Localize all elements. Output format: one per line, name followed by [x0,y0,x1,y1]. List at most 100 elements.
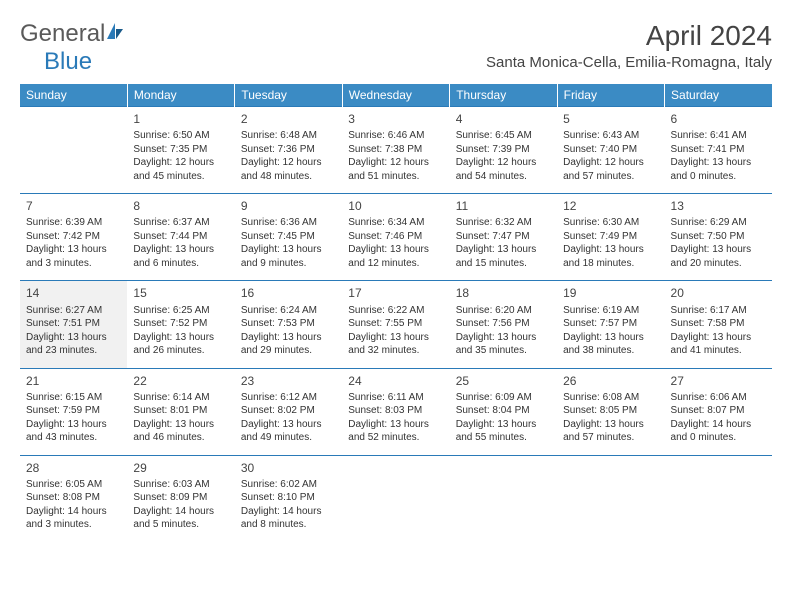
sunset-text: Sunset: 7:40 PM [563,143,658,157]
day-info: Sunrise: 6:03 AMSunset: 8:09 PMDaylight:… [133,478,228,532]
sunrise-text: Sunrise: 6:15 AM [26,391,121,405]
day-number: 22 [133,373,228,389]
day-header-row: SundayMondayTuesdayWednesdayThursdayFrid… [20,84,772,107]
sunrise-text: Sunrise: 6:20 AM [456,304,551,318]
daylight-text: Daylight: 13 hours and 32 minutes. [348,331,443,358]
sunrise-text: Sunrise: 6:25 AM [133,304,228,318]
day-cell [557,455,664,542]
daylight-text: Daylight: 13 hours and 12 minutes. [348,243,443,270]
daylight-text: Daylight: 12 hours and 45 minutes. [133,156,228,183]
day-cell: 18Sunrise: 6:20 AMSunset: 7:56 PMDayligh… [450,281,557,368]
sunset-text: Sunset: 7:52 PM [133,317,228,331]
day-info: Sunrise: 6:24 AMSunset: 7:53 PMDaylight:… [241,304,336,358]
month-title: April 2024 [486,20,772,52]
sunset-text: Sunset: 7:49 PM [563,230,658,244]
sunrise-text: Sunrise: 6:30 AM [563,216,658,230]
week-row: 7Sunrise: 6:39 AMSunset: 7:42 PMDaylight… [20,194,772,281]
day-cell: 2Sunrise: 6:48 AMSunset: 7:36 PMDaylight… [235,107,342,194]
sunset-text: Sunset: 7:39 PM [456,143,551,157]
day-cell [342,455,449,542]
day-cell [665,455,772,542]
logo-text-general: General [20,20,105,47]
day-number: 6 [671,111,766,127]
day-info: Sunrise: 6:34 AMSunset: 7:46 PMDaylight:… [348,216,443,270]
sunrise-text: Sunrise: 6:06 AM [671,391,766,405]
sunrise-text: Sunrise: 6:46 AM [348,129,443,143]
day-info: Sunrise: 6:45 AMSunset: 7:39 PMDaylight:… [456,129,551,183]
sunrise-text: Sunrise: 6:19 AM [563,304,658,318]
day-info: Sunrise: 6:15 AMSunset: 7:59 PMDaylight:… [26,391,121,445]
sunrise-text: Sunrise: 6:22 AM [348,304,443,318]
sunrise-text: Sunrise: 6:09 AM [456,391,551,405]
daylight-text: Daylight: 12 hours and 48 minutes. [241,156,336,183]
day-info: Sunrise: 6:17 AMSunset: 7:58 PMDaylight:… [671,304,766,358]
day-number: 28 [26,460,121,476]
calendar-table: SundayMondayTuesdayWednesdayThursdayFrid… [20,84,772,542]
sunset-text: Sunset: 7:56 PM [456,317,551,331]
day-info: Sunrise: 6:29 AMSunset: 7:50 PMDaylight:… [671,216,766,270]
day-cell: 28Sunrise: 6:05 AMSunset: 8:08 PMDayligh… [20,455,127,542]
sunrise-text: Sunrise: 6:41 AM [671,129,766,143]
sunset-text: Sunset: 7:41 PM [671,143,766,157]
sunrise-text: Sunrise: 6:48 AM [241,129,336,143]
sunset-text: Sunset: 7:55 PM [348,317,443,331]
day-number: 27 [671,373,766,389]
day-info: Sunrise: 6:27 AMSunset: 7:51 PMDaylight:… [26,304,121,358]
day-number: 26 [563,373,658,389]
sunrise-text: Sunrise: 6:08 AM [563,391,658,405]
day-info: Sunrise: 6:14 AMSunset: 8:01 PMDaylight:… [133,391,228,445]
sunrise-text: Sunrise: 6:03 AM [133,478,228,492]
day-cell: 1 Sunrise: 6:50 AMSunset: 7:35 PMDaylight… [127,107,234,194]
location-text: Santa Monica-Cella, Emilia-Romagna, Ital… [486,54,772,71]
header: General Blue April 2024 Santa Monica-Cel… [20,20,772,76]
day-header: Tuesday [235,84,342,107]
day-number: 1 [133,111,228,127]
sunrise-text: Sunrise: 6:50 AM [133,129,228,143]
sunset-text: Sunset: 7:57 PM [563,317,658,331]
sunrise-text: Sunrise: 6:24 AM [241,304,336,318]
week-row: 14Sunrise: 6:27 AMSunset: 7:51 PMDayligh… [20,281,772,368]
day-cell: 15Sunrise: 6:25 AMSunset: 7:52 PMDayligh… [127,281,234,368]
day-number: 15 [133,285,228,301]
daylight-text: Daylight: 13 hours and 18 minutes. [563,243,658,270]
day-cell: 4Sunrise: 6:45 AMSunset: 7:39 PMDaylight… [450,107,557,194]
sunrise-text: Sunrise: 6:05 AM [26,478,121,492]
day-cell [450,455,557,542]
day-info: Sunrise: 6:08 AMSunset: 8:05 PMDaylight:… [563,391,658,445]
day-number: 24 [348,373,443,389]
day-cell: 24Sunrise: 6:11 AMSunset: 8:03 PMDayligh… [342,368,449,455]
day-info: Sunrise: 6:02 AMSunset: 8:10 PMDaylight:… [241,478,336,532]
day-header: Friday [557,84,664,107]
daylight-text: Daylight: 13 hours and 46 minutes. [133,418,228,445]
day-cell: 9 Sunrise: 6:36 AMSunset: 7:45 PMDaylight… [235,194,342,281]
day-number: 9 [241,198,336,214]
sunrise-text: Sunrise: 6:29 AM [671,216,766,230]
day-cell: 22 Sunrise: 6:14 AMSunset: 8:01 PMDayligh… [127,368,234,455]
day-number: 5 [563,111,658,127]
day-info: Sunrise: 6:39 AMSunset: 7:42 PMDaylight:… [26,216,121,270]
sunset-text: Sunset: 8:04 PM [456,404,551,418]
day-cell: 14Sunrise: 6:27 AMSunset: 7:51 PMDayligh… [20,281,127,368]
week-row: 28Sunrise: 6:05 AMSunset: 8:08 PMDayligh… [20,455,772,542]
daylight-text: Daylight: 12 hours and 54 minutes. [456,156,551,183]
daylight-text: Daylight: 12 hours and 57 minutes. [563,156,658,183]
day-info: Sunrise: 6:19 AMSunset: 7:57 PMDaylight:… [563,304,658,358]
day-info: Sunrise: 6:50 AMSunset: 7:35 PMDaylight:… [133,129,228,183]
daylight-text: Daylight: 13 hours and 35 minutes. [456,331,551,358]
daylight-text: Daylight: 13 hours and 57 minutes. [563,418,658,445]
day-number: 25 [456,373,551,389]
day-cell: 25Sunrise: 6:09 AMSunset: 8:04 PMDayligh… [450,368,557,455]
sunrise-text: Sunrise: 6:32 AM [456,216,551,230]
day-cell: 17Sunrise: 6:22 AMSunset: 7:55 PMDayligh… [342,281,449,368]
logo-sail-icon [105,21,125,46]
day-info: Sunrise: 6:36 AMSunset: 7:45 PMDaylight:… [241,216,336,270]
day-cell: 12Sunrise: 6:30 AMSunset: 7:49 PMDayligh… [557,194,664,281]
day-cell: 21Sunrise: 6:15 AMSunset: 7:59 PMDayligh… [20,368,127,455]
sunset-text: Sunset: 7:59 PM [26,404,121,418]
day-cell: 19Sunrise: 6:19 AMSunset: 7:57 PMDayligh… [557,281,664,368]
sunrise-text: Sunrise: 6:14 AM [133,391,228,405]
calendar-body: 1 Sunrise: 6:50 AMSunset: 7:35 PMDaylight… [20,107,772,542]
daylight-text: Daylight: 13 hours and 3 minutes. [26,243,121,270]
sunset-text: Sunset: 7:51 PM [26,317,121,331]
sunrise-text: Sunrise: 6:17 AM [671,304,766,318]
